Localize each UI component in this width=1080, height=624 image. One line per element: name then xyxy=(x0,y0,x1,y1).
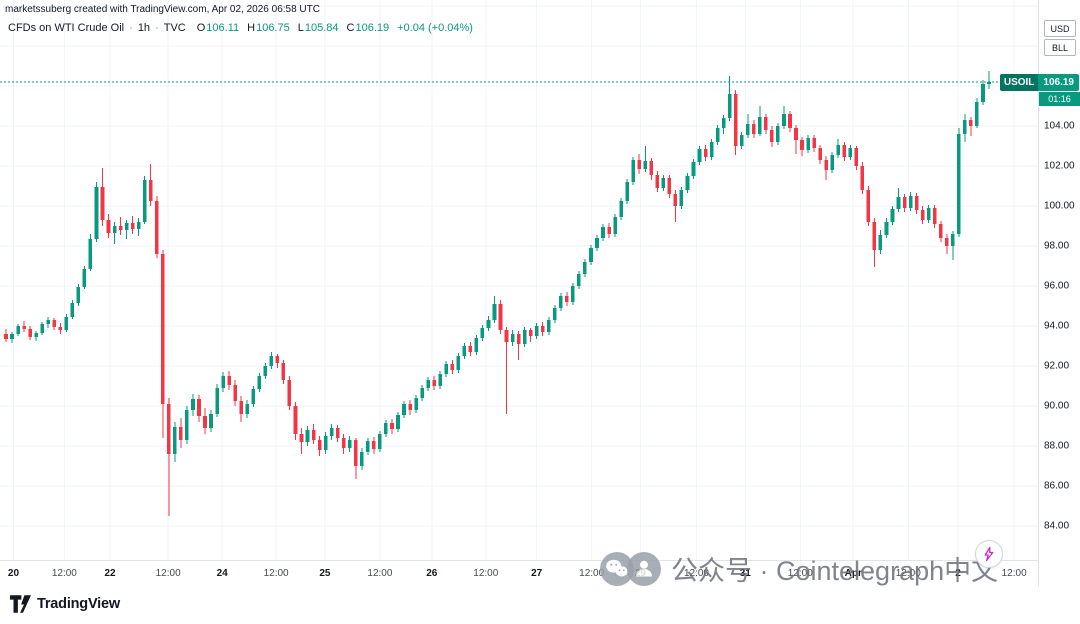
tradingview-logo-icon xyxy=(10,595,31,613)
candlestick-canvas[interactable] xyxy=(0,0,1038,560)
open-value: 106.11 xyxy=(206,22,240,34)
time-axis-hour-label: 12:00 xyxy=(683,568,709,579)
last-price-badge: USOIL 106.19 xyxy=(999,73,1079,91)
attribution-text: marketssuberg created with TradingView.c… xyxy=(5,4,320,15)
symbol-title[interactable]: CFDs on WTI Crude Oil xyxy=(8,22,125,34)
time-axis-hour-label: 12:00 xyxy=(155,568,181,579)
price-axis-label: 96.00 xyxy=(1044,280,1070,292)
time-axis-day-label: 22 xyxy=(104,568,116,579)
close-value: 106.19 xyxy=(355,22,390,34)
time-axis-day-label: 20 xyxy=(7,568,20,579)
price-badge-value: 106.19 xyxy=(1043,76,1074,88)
price-axis-label: 84.00 xyxy=(1044,520,1070,532)
tradingview-wordmark: TradingView xyxy=(37,596,120,612)
chart-legend: CFDs on WTI Crude Oil · 1h · TVC O106.11… xyxy=(8,22,473,34)
bar-countdown: 01:16 xyxy=(1039,92,1080,107)
price-badge-symbol: USOIL xyxy=(999,73,1039,91)
time-axis-day-label: 24 xyxy=(216,568,228,579)
time-axis-day-label: 26 xyxy=(426,568,438,579)
high-value: 106.75 xyxy=(256,22,290,34)
interval-label[interactable]: 1h xyxy=(137,22,151,34)
price-axis-label: 98.00 xyxy=(1044,240,1070,252)
price-axis-label: 94.00 xyxy=(1044,320,1070,332)
unit-button[interactable]: BLL xyxy=(1044,39,1076,56)
low-value: 105.84 xyxy=(304,22,339,34)
chart-plot-area[interactable] xyxy=(0,0,1038,560)
change-value: +0.04 (+0.04%) xyxy=(397,22,473,34)
open-readout: O106.11 xyxy=(196,22,240,34)
time-axis-hour-label: 12:00 xyxy=(579,568,605,579)
time-axis-day-label: 2 xyxy=(955,568,961,579)
time-axis-hour-label: 12:00 xyxy=(51,568,77,579)
price-axis-label: 100.00 xyxy=(1044,200,1075,212)
time-axis-day-label: Apr xyxy=(844,568,862,579)
lightning-icon xyxy=(984,546,994,562)
high-readout: H106.75 xyxy=(247,22,290,34)
time-axis-hour-label: 12:00 xyxy=(473,568,499,579)
price-axis-label: 90.00 xyxy=(1044,400,1070,412)
legend-separator: · xyxy=(129,22,133,34)
price-axis-label: 104.00 xyxy=(1044,120,1075,132)
price-axis-label: 86.00 xyxy=(1044,480,1070,492)
time-axis-day-label: 31 xyxy=(739,568,751,579)
price-axis-label: 92.00 xyxy=(1044,360,1070,372)
time-axis-hour-label: 12:00 xyxy=(895,568,921,579)
bottom-bar xyxy=(0,586,1080,624)
ohlc-readout: O106.11 H106.75 L105.84 C106.19 +0.04 (+… xyxy=(197,22,473,34)
time-axis-day-label: 25 xyxy=(319,568,331,579)
time-axis-hour-label: 12:00 xyxy=(367,568,393,579)
tradingview-logo[interactable]: TradingView xyxy=(10,595,120,613)
close-readout: C106.19 xyxy=(346,22,390,34)
time-axis-hour-label: 12:00 xyxy=(787,568,813,579)
low-readout: L105.84 xyxy=(297,22,339,34)
legend-separator: · xyxy=(155,22,159,34)
currency-button[interactable]: USD xyxy=(1044,20,1076,37)
price-axis-label: 102.00 xyxy=(1044,160,1075,172)
time-axis-day-label: 27 xyxy=(531,568,543,579)
time-axis-day-label: 29 xyxy=(634,568,646,579)
time-axis[interactable]: 20 12:00 22 12:00 24 12:00 25 12:00 26 12:00 27 12:… xyxy=(0,560,1038,587)
price-axis-label: 88.00 xyxy=(1044,440,1070,452)
lightning-button[interactable] xyxy=(975,540,1003,568)
time-axis-hour-label: 12:00 xyxy=(263,568,289,579)
time-axis-hour-label: 12:00 xyxy=(1001,568,1027,579)
exchange-label: TVC xyxy=(163,22,186,34)
